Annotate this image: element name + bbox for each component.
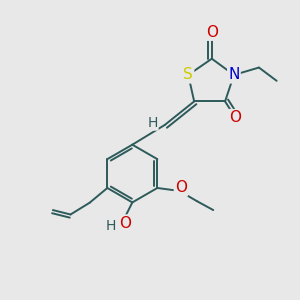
Text: H: H (106, 219, 116, 233)
Text: H: H (147, 116, 158, 130)
Text: S: S (183, 68, 193, 82)
Text: O: O (230, 110, 242, 125)
Text: O: O (119, 215, 131, 230)
Text: O: O (206, 25, 218, 40)
Text: N: N (228, 68, 240, 82)
Text: O: O (175, 181, 187, 196)
